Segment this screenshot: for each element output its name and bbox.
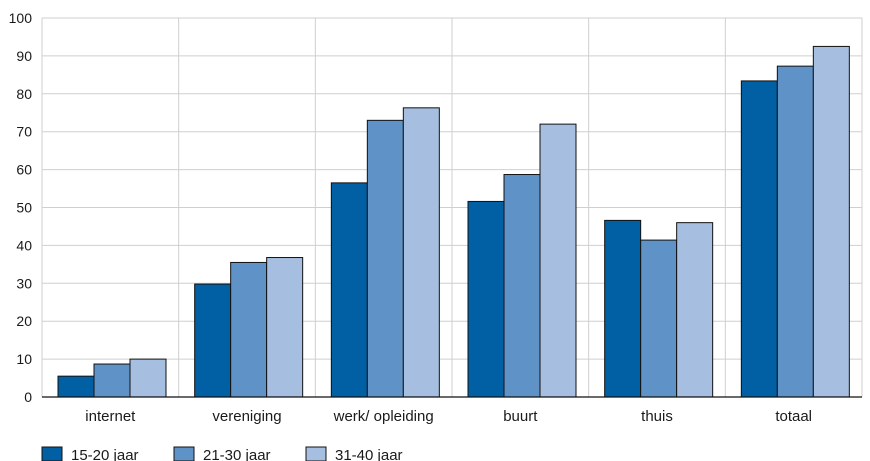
bar-vereniging-series-2 (230, 261, 268, 398)
bar-werk-opleiding-series-2 (366, 119, 404, 398)
bar-werk-opleiding-series-1 (330, 182, 368, 398)
y-tick-label: 0 (24, 389, 32, 405)
x-category-label: vereniging (212, 408, 281, 425)
legend-label: 31-40 jaar (335, 447, 403, 461)
x-category-label: totaal (775, 408, 812, 425)
x-category-label: thuis (641, 408, 673, 425)
bar-thuis-series-1 (604, 219, 642, 398)
bar-totaal-series-2 (776, 65, 814, 398)
bar-buurt-series-1 (467, 200, 505, 398)
bar-internet-series-1 (57, 375, 95, 398)
y-tick-label: 70 (16, 124, 32, 140)
x-category-label: werk/ opleiding (333, 408, 434, 425)
y-tick-label: 90 (16, 48, 32, 64)
legend-label: 21-30 jaar (203, 447, 271, 461)
y-tick-label: 60 (16, 162, 32, 178)
x-category-label: buurt (503, 408, 538, 425)
bar-vereniging-series-1 (194, 283, 232, 398)
bar-thuis-series-3 (676, 222, 714, 398)
y-tick-label: 10 (16, 351, 32, 367)
y-tick-label: 40 (16, 237, 32, 253)
grid-layer (41, 17, 863, 397)
legend-swatch (173, 446, 195, 461)
bar-totaal-series-3 (812, 45, 850, 398)
legend-swatch (41, 446, 63, 461)
y-tick-label: 80 (16, 86, 32, 102)
bar-internet-series-3 (129, 358, 167, 398)
legend-swatch (305, 446, 327, 461)
bar-werk-opleiding-series-3 (402, 107, 440, 398)
y-tick-label: 20 (16, 313, 32, 329)
legend-label: 15-20 jaar (71, 447, 139, 461)
bar-buurt-series-2 (503, 174, 541, 398)
bar-thuis-series-2 (640, 239, 678, 398)
y-tick-label: 30 (16, 275, 32, 291)
y-tick-label: 50 (16, 200, 32, 216)
x-category-label: internet (85, 408, 136, 425)
axis-layer: 0 10 20 30 40 50 60 70 80 90 100 internet vereniging… (9, 10, 862, 425)
bar-buurt-series-3 (539, 123, 577, 398)
bar-internet-series-2 (93, 363, 131, 398)
bar-vereniging-series-3 (266, 257, 304, 398)
legend: 15-20 jaar 21-30 jaar 31-40 jaar (41, 446, 403, 461)
y-tick-label: 100 (9, 10, 33, 26)
bar-layer (57, 45, 850, 398)
bar-totaal-series-1 (740, 80, 778, 398)
